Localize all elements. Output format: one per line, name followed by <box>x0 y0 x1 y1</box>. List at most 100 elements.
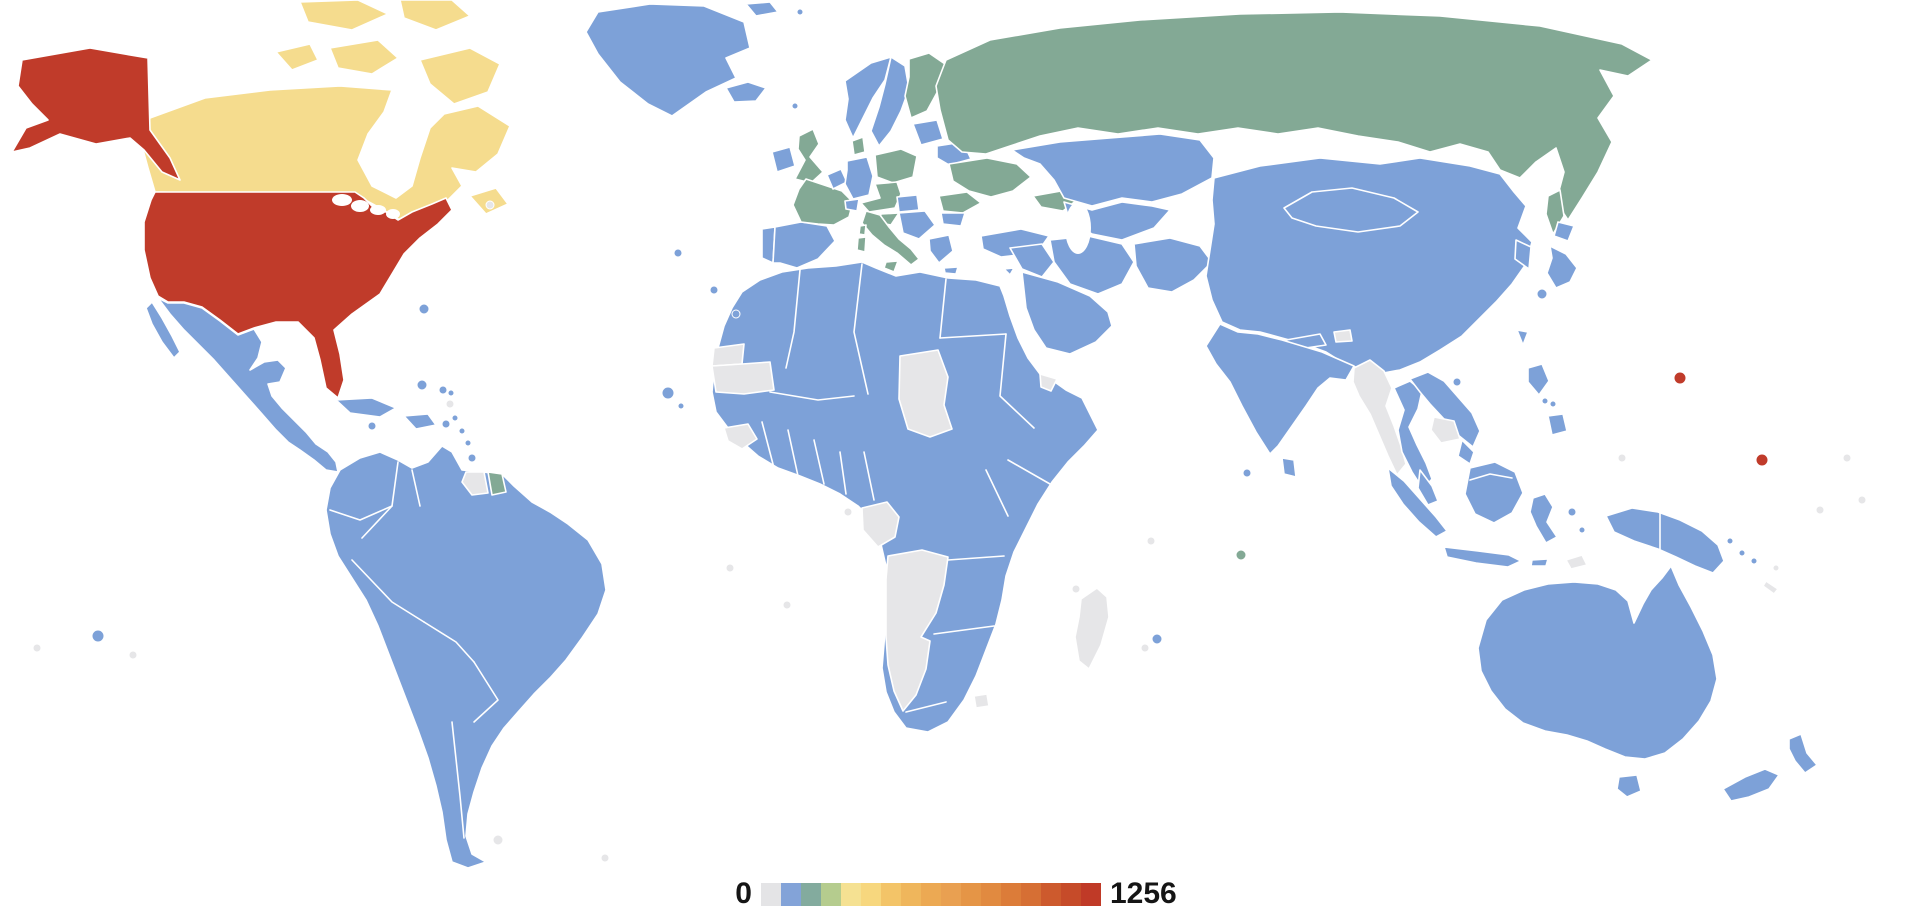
country-poland[interactable] <box>874 148 918 184</box>
country-alaska[interactable] <box>11 47 181 181</box>
country-ireland[interactable] <box>771 146 796 173</box>
country-korea[interactable] <box>1514 239 1532 270</box>
island-solomons[interactable] <box>1738 549 1746 557</box>
country-iran[interactable] <box>1049 235 1135 295</box>
island-faroe[interactable] <box>791 102 799 110</box>
country-madagascar[interactable] <box>1074 587 1110 670</box>
country-norway[interactable] <box>844 56 892 139</box>
country-suriname[interactable] <box>461 471 489 496</box>
island-new-caledonia[interactable] <box>1762 580 1779 595</box>
canada-arctic-island[interactable] <box>399 0 471 31</box>
island-hainan[interactable] <box>1452 377 1462 387</box>
philippines-visayas[interactable] <box>1541 397 1549 405</box>
island-pacific-gray[interactable] <box>1842 453 1852 463</box>
island-falklands[interactable] <box>492 834 504 846</box>
country-czech-austria[interactable] <box>860 181 902 213</box>
island-puerto-rico[interactable] <box>441 419 451 429</box>
country-afghanistan-pakistan[interactable] <box>1133 237 1213 293</box>
new-zealand-north[interactable] <box>1788 733 1818 774</box>
island-solomons[interactable] <box>1750 557 1758 565</box>
island-st-helena[interactable] <box>725 563 735 573</box>
country-france[interactable] <box>792 178 854 226</box>
country-sweden[interactable] <box>870 56 910 147</box>
country-bhutan[interactable] <box>1333 329 1353 343</box>
island-bahamas[interactable] <box>445 399 455 409</box>
island-fiji[interactable] <box>1857 495 1867 505</box>
island-bermuda[interactable] <box>485 200 495 210</box>
island-sardinia[interactable] <box>856 236 867 253</box>
island-seychelles-green[interactable] <box>1235 549 1247 561</box>
island-south-georgia[interactable] <box>600 853 610 863</box>
country-western-sahara[interactable] <box>711 343 745 367</box>
country-greece[interactable] <box>928 234 954 264</box>
country-hispaniola[interactable] <box>403 413 437 430</box>
country-taiwan[interactable] <box>1516 329 1529 346</box>
country-lesotho[interactable] <box>973 693 990 709</box>
philippines-luzon[interactable] <box>1527 363 1550 396</box>
island-reunion[interactable] <box>1140 643 1150 653</box>
island-trinidad[interactable] <box>467 453 477 463</box>
country-mexico[interactable] <box>157 297 339 473</box>
country-romania[interactable] <box>938 191 982 214</box>
country-malaysia[interactable] <box>1417 469 1439 506</box>
island-caribbean[interactable] <box>438 385 448 395</box>
country-balkans[interactable] <box>898 210 936 240</box>
country-guinea[interactable] <box>723 423 758 450</box>
island-madeira[interactable] <box>709 285 719 295</box>
country-eritrea-djibouti[interactable] <box>1039 373 1058 392</box>
country-cuba[interactable] <box>335 397 397 418</box>
island-caribbean[interactable] <box>447 389 455 397</box>
country-germany[interactable] <box>844 156 874 200</box>
island-jamaica[interactable] <box>367 421 377 431</box>
canada-arctic-island[interactable] <box>275 43 319 71</box>
island-palau[interactable] <box>1617 453 1627 463</box>
vietnam-south[interactable] <box>1457 439 1475 465</box>
country-myanmar[interactable] <box>1352 359 1407 476</box>
island-pacific-gray[interactable] <box>128 650 138 660</box>
country-bulgaria[interactable] <box>940 212 966 227</box>
country-gabon-congo[interactable] <box>861 501 900 548</box>
country-east-timor[interactable] <box>1565 554 1588 570</box>
island-sao-tome[interactable] <box>843 507 853 517</box>
country-baltics[interactable] <box>912 119 944 146</box>
country-kazakhstan[interactable] <box>1011 133 1215 207</box>
island-maldives[interactable] <box>1242 468 1252 478</box>
country-switzerland[interactable] <box>844 198 860 212</box>
mexico-baja[interactable] <box>145 301 181 359</box>
island-hawaii[interactable] <box>418 303 430 315</box>
island-svalbard-small[interactable] <box>796 8 804 16</box>
island-sulawesi[interactable] <box>1529 493 1558 544</box>
island-sicily[interactable] <box>883 260 899 273</box>
country-sri-lanka[interactable] <box>1281 457 1297 478</box>
country-italy[interactable] <box>861 210 920 266</box>
island-sumatra[interactable] <box>1387 467 1448 538</box>
japan-hokkaido[interactable] <box>1553 221 1575 242</box>
island-antilles[interactable] <box>458 427 466 435</box>
country-iceland[interactable] <box>725 81 767 103</box>
island-solomons[interactable] <box>1726 537 1734 545</box>
country-hungary[interactable] <box>896 194 920 213</box>
japan-honshu[interactable] <box>1546 245 1578 289</box>
island-comoros[interactable] <box>1071 584 1081 594</box>
island-seychelles-gray[interactable] <box>1146 536 1156 546</box>
country-chad[interactable] <box>898 349 953 438</box>
island-mauritius[interactable] <box>1151 633 1163 645</box>
island-cape-verde[interactable] <box>677 402 685 410</box>
country-svalbard[interactable] <box>745 1 779 17</box>
country-mauritania[interactable] <box>711 361 775 395</box>
country-ukraine[interactable] <box>948 157 1032 198</box>
island-cape-verde[interactable] <box>661 386 675 400</box>
country-greenland[interactable] <box>585 3 751 117</box>
island-pacific-red[interactable] <box>1673 371 1687 385</box>
philippines-mindanao[interactable] <box>1547 413 1568 436</box>
country-united-kingdom[interactable] <box>794 128 824 184</box>
island-tasmania[interactable] <box>1616 774 1642 798</box>
island-cyprus[interactable] <box>1003 267 1015 276</box>
country-papua-new-guinea[interactable] <box>1605 507 1725 574</box>
island-vanuatu[interactable] <box>1772 564 1780 572</box>
country-middle-east[interactable] <box>1009 243 1055 278</box>
country-australia[interactable] <box>1477 565 1718 760</box>
country-usa[interactable] <box>143 191 453 399</box>
island-pacific-gray[interactable] <box>1815 505 1825 515</box>
island-antilles[interactable] <box>464 439 472 447</box>
